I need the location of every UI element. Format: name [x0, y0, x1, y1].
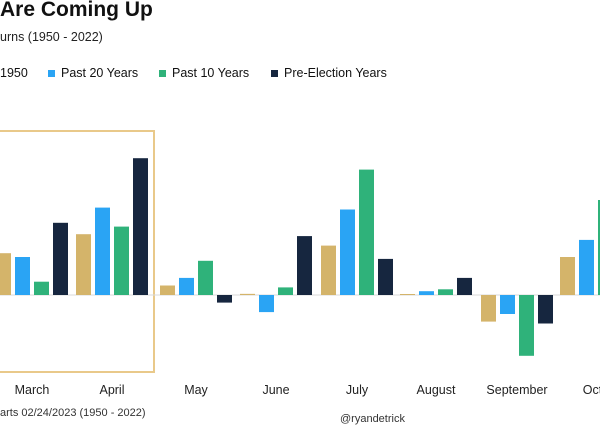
bar-pre-election-years-may [217, 295, 232, 303]
x-tick-label-june: June [262, 383, 289, 397]
bar-pre-election-years-june [297, 236, 312, 295]
bar-1950-august [400, 294, 415, 295]
bar-pre-election-years-april [133, 158, 148, 295]
x-tick-label-march: March [15, 383, 50, 397]
bar-past-20-years-octo [579, 239, 594, 295]
legend-swatch-pre-election-years [271, 69, 278, 77]
x-tick-label-april: April [99, 383, 124, 397]
legend-label-pre-election-years: Pre-Election Years [284, 66, 387, 80]
legend-swatch-past-10-years [159, 69, 166, 77]
legend-item-past-20-years: Past 20 Years [48, 66, 138, 80]
bar-1950-july [321, 245, 336, 295]
bar-pre-election-years-march [53, 222, 68, 295]
bar-1950-march [0, 253, 11, 295]
bar-past-10-years-april [114, 226, 129, 295]
source-note: arts 02/24/2023 (1950 - 2022) [0, 407, 146, 419]
bar-past-20-years-july [340, 209, 355, 295]
legend-item-pre-election-years: Pre-Election Years [271, 66, 387, 80]
legend-label-1950: 1950 [0, 66, 28, 80]
bar-1950-april [76, 234, 91, 295]
bar-1950-june [240, 293, 255, 295]
bar-1950-may [160, 285, 175, 295]
legend-label-past-10-years: Past 10 Years [172, 66, 250, 80]
x-tick-label-octo: Octo [583, 383, 600, 397]
x-tick-label-august: August [417, 383, 456, 397]
bar-past-20-years-april [95, 207, 110, 295]
bar-past-20-years-june [259, 295, 274, 313]
bar-pre-election-years-july [378, 258, 393, 295]
bar-past-20-years-august [419, 291, 434, 295]
bar-pre-election-years-august [457, 277, 472, 295]
bar-past-10-years-may [198, 260, 213, 295]
x-tick-label-may: May [184, 383, 208, 397]
legend-label-past-20-years: Past 20 Years [61, 66, 139, 80]
bar-past-10-years-july [359, 169, 374, 295]
legend-item-past-10-years: Past 10 Years [159, 66, 249, 80]
bar-pre-election-years-september [538, 295, 553, 324]
bar-past-20-years-september [500, 295, 515, 314]
bar-past-20-years-march [15, 257, 30, 295]
chart-title: Are Coming Up [0, 0, 153, 21]
legend-swatch-past-20-years [48, 69, 55, 77]
legend-item-1950: 1950 [0, 66, 28, 80]
bar-past-10-years-octo [598, 200, 600, 295]
bar-past-10-years-june [278, 287, 293, 295]
bar-1950-september [481, 295, 496, 322]
author-handle: @ryandetrick [340, 413, 405, 425]
bar-past-10-years-march [34, 281, 49, 295]
bar-past-20-years-may [179, 277, 194, 295]
bar-1950-octo [560, 257, 575, 295]
x-tick-label-september: September [486, 383, 547, 397]
bar-past-10-years-september [519, 295, 534, 356]
highlight-box [0, 130, 155, 373]
bar-past-10-years-august [438, 289, 453, 295]
x-tick-label-july: July [346, 383, 369, 397]
chart-subtitle: urns (1950 - 2022) [0, 30, 103, 44]
